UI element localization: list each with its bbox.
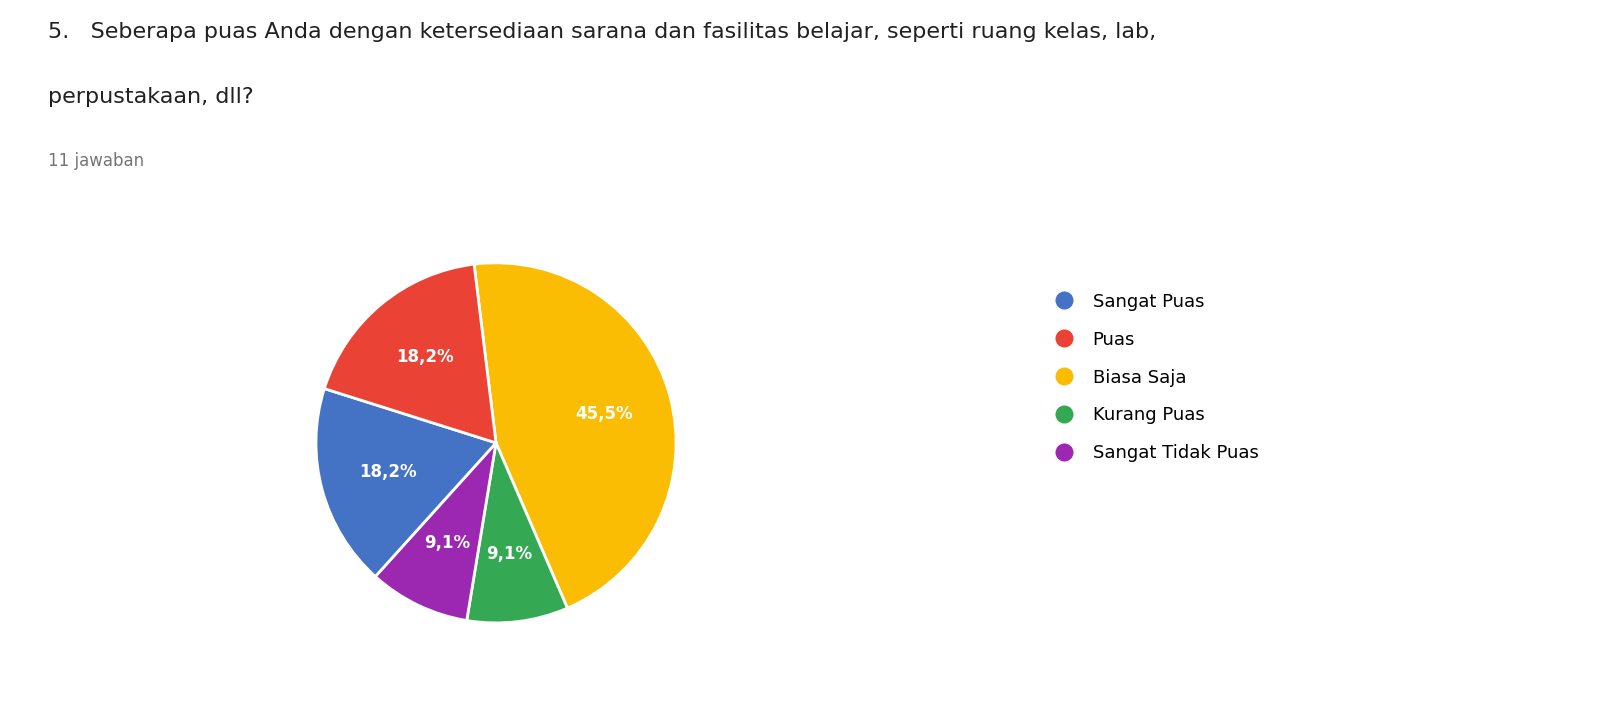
- Wedge shape: [325, 264, 496, 443]
- Text: 5.   Seberapa puas Anda dengan ketersediaan sarana dan fasilitas belajar, sepert: 5. Seberapa puas Anda dengan ketersediaa…: [48, 22, 1157, 42]
- Legend: Sangat Puas, Puas, Biasa Saja, Kurang Puas, Sangat Tidak Puas: Sangat Puas, Puas, Biasa Saja, Kurang Pu…: [1045, 293, 1259, 462]
- Text: 18,2%: 18,2%: [360, 463, 418, 481]
- Text: 18,2%: 18,2%: [395, 348, 453, 366]
- Text: 11 jawaban: 11 jawaban: [48, 152, 144, 171]
- Text: perpustakaan, dll?: perpustakaan, dll?: [48, 87, 254, 107]
- Text: 9,1%: 9,1%: [486, 544, 533, 563]
- Wedge shape: [467, 443, 568, 623]
- Wedge shape: [376, 443, 496, 621]
- Wedge shape: [315, 388, 496, 576]
- Text: 9,1%: 9,1%: [424, 534, 470, 552]
- Wedge shape: [474, 263, 677, 608]
- Text: 45,5%: 45,5%: [574, 404, 632, 423]
